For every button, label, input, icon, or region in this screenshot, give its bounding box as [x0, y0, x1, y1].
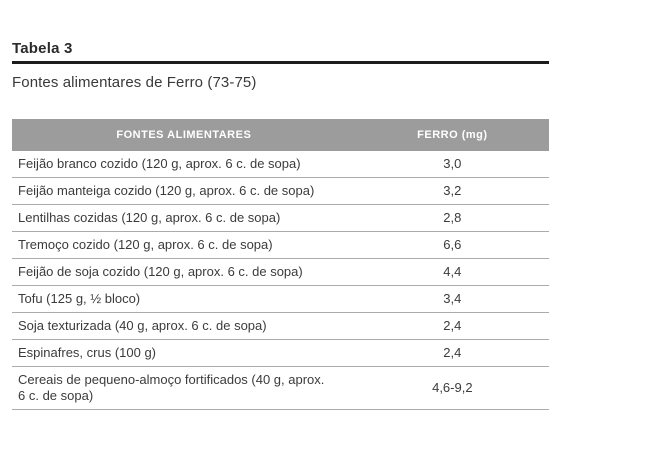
- table-body: Feijão branco cozido (120 g, aprox. 6 c.…: [12, 151, 549, 410]
- food-name-cell: Feijão de soja cozido (120 g, aprox. 6 c…: [12, 258, 356, 286]
- iron-value-cell: 4,6-9,2: [355, 366, 549, 410]
- food-name-cell: Espinafres, crus (100 g): [12, 339, 356, 367]
- table-row: Feijão branco cozido (120 g, aprox. 6 c.…: [12, 151, 549, 178]
- food-name-cell: Soja texturizada (40 g, aprox. 6 c. de s…: [12, 312, 356, 340]
- table-row: Tofu (125 g, ½ bloco) 3,4: [12, 285, 549, 313]
- table-row: Cereais de pequeno-almoço fortificados (…: [12, 366, 549, 410]
- column-header-iron-mg: FERRO (mg): [355, 119, 549, 151]
- table-row: Lentilhas cozidas (120 g, aprox. 6 c. de…: [12, 204, 549, 232]
- iron-sources-table: FONTES ALIMENTARES FERRO (mg) Feijão bra…: [12, 119, 549, 410]
- food-name-cell: Tofu (125 g, ½ bloco): [12, 285, 356, 313]
- iron-value-cell: 3,2: [355, 177, 549, 205]
- title-rule-divider: [12, 61, 549, 64]
- food-name-cell: Feijão branco cozido (120 g, aprox. 6 c.…: [12, 151, 356, 178]
- food-name-cell: Lentilhas cozidas (120 g, aprox. 6 c. de…: [12, 204, 356, 232]
- iron-value-cell: 2,4: [355, 339, 549, 367]
- iron-value-cell: 3,0: [355, 151, 549, 178]
- iron-value-cell: 2,4: [355, 312, 549, 340]
- column-header-food-sources: FONTES ALIMENTARES: [12, 119, 356, 151]
- table-subtitle: Fontes alimentares de Ferro (73-75): [12, 74, 257, 91]
- table-label: Tabela 3: [12, 40, 73, 57]
- table-row: Feijão manteiga cozido (120 g, aprox. 6 …: [12, 177, 549, 205]
- table-row: Espinafres, crus (100 g) 2,4: [12, 339, 549, 367]
- food-name-cell: Feijão manteiga cozido (120 g, aprox. 6 …: [12, 177, 356, 205]
- iron-value-cell: 4,4: [355, 258, 549, 286]
- food-name-cell: Cereais de pequeno-almoço fortificados (…: [12, 366, 356, 410]
- table-row: Soja texturizada (40 g, aprox. 6 c. de s…: [12, 312, 549, 340]
- table-header-row: FONTES ALIMENTARES FERRO (mg): [12, 119, 549, 151]
- iron-value-cell: 2,8: [355, 204, 549, 232]
- iron-value-cell: 3,4: [355, 285, 549, 313]
- iron-value-cell: 6,6: [355, 231, 549, 259]
- food-name-cell: Tremoço cozido (120 g, aprox. 6 c. de so…: [12, 231, 356, 259]
- table-row: Tremoço cozido (120 g, aprox. 6 c. de so…: [12, 231, 549, 259]
- table-row: Feijão de soja cozido (120 g, aprox. 6 c…: [12, 258, 549, 286]
